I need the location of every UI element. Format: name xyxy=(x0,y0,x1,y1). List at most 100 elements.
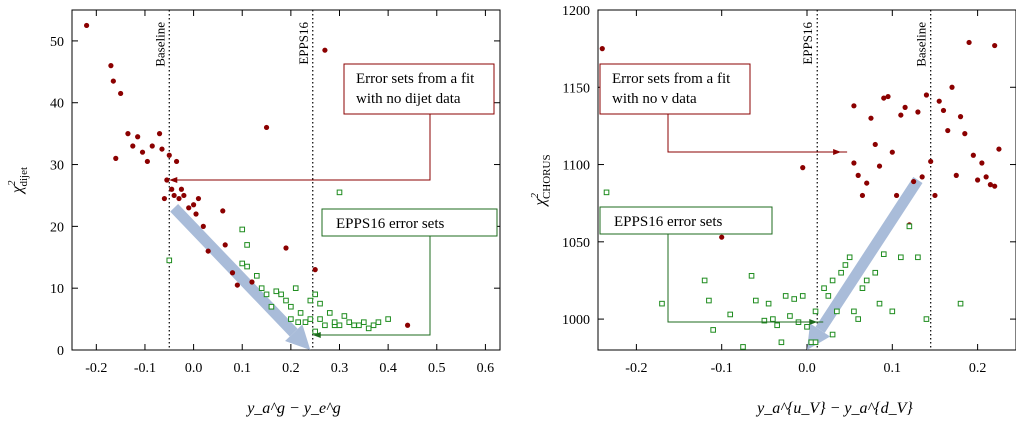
x-tick-label: 0.6 xyxy=(477,361,495,376)
y-tick-label: 1100 xyxy=(563,159,590,174)
data-point xyxy=(923,316,930,322)
data-point xyxy=(302,319,309,325)
data-point xyxy=(161,195,168,202)
annotation-box xyxy=(343,63,495,115)
data-point xyxy=(923,92,930,98)
data-point xyxy=(928,158,934,165)
y-tick-label: 30 xyxy=(50,159,64,174)
x-tick-label: 0.0 xyxy=(798,361,816,376)
x-tick-label: -0.1 xyxy=(134,361,156,376)
data-point xyxy=(791,296,798,302)
data-point xyxy=(156,131,163,137)
data-point xyxy=(834,308,840,315)
data-point xyxy=(659,300,665,307)
data-point xyxy=(200,223,206,229)
data-point xyxy=(263,124,270,131)
data-point xyxy=(278,291,284,298)
y-tick-label: 10 xyxy=(50,282,64,297)
x-tick-label: 0.4 xyxy=(379,361,397,376)
data-point xyxy=(166,152,172,158)
annotation-text: with no ν data xyxy=(612,91,697,107)
data-point xyxy=(855,316,861,322)
data-point xyxy=(902,104,908,110)
data-point xyxy=(996,146,1002,152)
data-point xyxy=(953,172,959,178)
data-point xyxy=(782,293,789,299)
data-point xyxy=(317,300,323,307)
data-point xyxy=(149,143,155,149)
data-point xyxy=(346,319,353,325)
data-point xyxy=(975,177,981,183)
y-tick-label: 1200 xyxy=(562,4,590,19)
data-point xyxy=(370,322,377,329)
data-point xyxy=(846,254,853,261)
data-point xyxy=(297,310,304,316)
data-point xyxy=(229,270,236,276)
data-point xyxy=(312,328,318,335)
y-axis-label: χ2CHORUS xyxy=(529,154,553,207)
annotation-text: with no dijet data xyxy=(356,91,461,107)
data-point xyxy=(331,319,338,325)
annotation-arrow xyxy=(667,114,848,153)
data-point xyxy=(880,251,887,257)
data-point xyxy=(829,277,836,284)
data-point xyxy=(181,192,187,199)
data-point xyxy=(851,308,857,315)
data-point xyxy=(706,297,712,304)
x-tick-label: 0.1 xyxy=(884,361,902,376)
reference-line-label: Baseline xyxy=(152,22,167,67)
reference-line-label: Baseline xyxy=(914,22,929,67)
data-point xyxy=(851,160,857,166)
data-point xyxy=(110,78,116,84)
data-point xyxy=(911,178,917,185)
annotation-text: EPPS16 error sets xyxy=(614,214,722,230)
data-point xyxy=(864,180,870,186)
y-tick-label: 50 xyxy=(50,35,64,50)
data-point xyxy=(173,158,180,165)
data-point xyxy=(940,107,947,114)
y-tick-label: 1000 xyxy=(562,313,590,328)
trend-arrow-head xyxy=(285,324,311,350)
data-point xyxy=(906,223,913,230)
data-point xyxy=(361,319,367,325)
data-point xyxy=(787,313,793,319)
data-point xyxy=(118,90,124,97)
data-point xyxy=(336,322,343,329)
annotation-arrowhead xyxy=(312,332,321,338)
data-point xyxy=(701,277,708,284)
data-point xyxy=(385,316,391,322)
data-point xyxy=(268,303,275,310)
plot-frame xyxy=(71,9,501,351)
data-point xyxy=(872,269,879,276)
data-point xyxy=(288,316,294,322)
data-point xyxy=(263,291,270,298)
y-tick-label: 1150 xyxy=(563,81,590,96)
annotation-arrow xyxy=(318,236,431,336)
data-point xyxy=(356,322,362,329)
panel-right: -0.2 -0.1 0.0 0.1 0.2 1000 1050 1100 1150 1200 EPP… xyxy=(529,4,1016,417)
data-point xyxy=(987,182,994,188)
data-point xyxy=(159,146,165,152)
data-point xyxy=(821,285,827,291)
data-point xyxy=(254,273,260,279)
data-point xyxy=(307,297,314,304)
series-epps16 xyxy=(166,189,391,335)
data-point xyxy=(603,189,610,196)
data-point xyxy=(244,263,250,270)
y-axis-label: χ2dijet xyxy=(6,167,30,195)
data-point xyxy=(915,254,921,261)
data-point xyxy=(945,127,951,134)
data-point xyxy=(753,297,759,304)
x-tick-label: 0.2 xyxy=(282,361,300,376)
data-point xyxy=(125,131,131,137)
data-point xyxy=(804,324,810,330)
data-point xyxy=(851,103,857,109)
data-point xyxy=(193,211,199,217)
data-point xyxy=(322,322,328,329)
y-tick-label: 1050 xyxy=(562,236,590,251)
x-tick-label: -0.2 xyxy=(85,361,107,376)
data-point xyxy=(957,114,964,120)
data-point xyxy=(205,248,211,254)
data-point xyxy=(83,22,90,29)
